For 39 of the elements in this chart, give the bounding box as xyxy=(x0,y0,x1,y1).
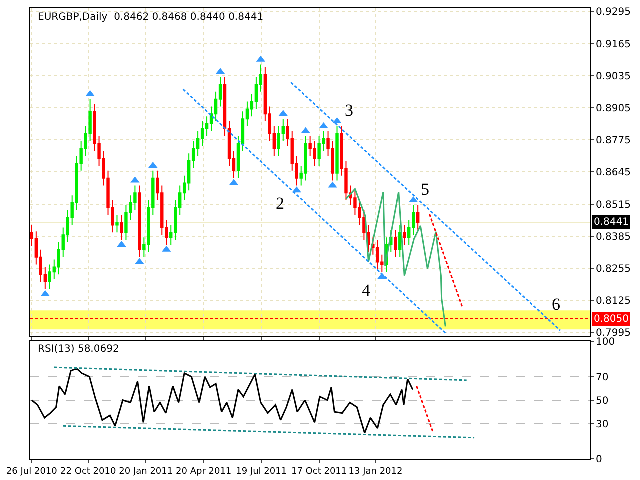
y-tick-label: 0.8905 xyxy=(596,103,631,114)
y-tick-label: 0.8125 xyxy=(596,296,631,308)
annotation: 3 xyxy=(345,101,354,120)
y-tick-label: 0.8385 xyxy=(596,232,631,243)
y-tick-label: 0.8645 xyxy=(596,168,631,179)
y-tick-label: 0.9295 xyxy=(596,7,631,18)
annotation: 4 xyxy=(362,281,371,300)
ref-line-label: 0.8050 xyxy=(594,314,629,325)
candlestick xyxy=(120,214,124,241)
y-tick-label: 0.8515 xyxy=(596,200,631,211)
y-tick-label: 70 xyxy=(596,372,609,384)
annotation: 2 xyxy=(276,194,284,213)
candlestick xyxy=(398,224,402,258)
y-tick-label: 50 xyxy=(596,396,609,407)
candlestick xyxy=(403,224,406,246)
y-tick-label: 0.8775 xyxy=(596,136,631,147)
candlestick xyxy=(116,214,119,234)
y-tick-label: 0.9035 xyxy=(596,71,631,82)
annotation: 5 xyxy=(421,180,430,199)
x-tick-label: 26 Jul 2010 xyxy=(6,466,58,477)
y-tick-label: 0.8255 xyxy=(596,264,631,275)
annotation: 6 xyxy=(552,295,560,314)
x-tick-label: 13 Jan 2012 xyxy=(348,466,403,477)
y-tick-label: 0.9165 xyxy=(596,39,631,50)
y-tick-label: 0 xyxy=(596,454,602,466)
candlestick xyxy=(336,126,339,182)
x-tick-label: 20 Jan 2011 xyxy=(119,466,174,477)
x-tick-label: 19 Jul 2011 xyxy=(236,466,288,477)
candlestick xyxy=(394,230,398,258)
candlestick xyxy=(416,204,420,230)
y-tick-label: 30 xyxy=(596,419,609,430)
ref-line-label: 0.8441 xyxy=(594,217,629,228)
y-tick-label: 100 xyxy=(596,337,616,348)
candlestick xyxy=(138,185,142,258)
chart-title: EURGBP,Daily 0.8462 0.8468 0.8440 0.8441 xyxy=(38,12,264,23)
x-tick-label: 22 Oct 2010 xyxy=(60,466,116,477)
x-tick-label: 20 Apr 2011 xyxy=(176,466,232,477)
x-tick-label: 17 Oct 2011 xyxy=(291,466,348,477)
chart-title: RSI(13) 58.0692 xyxy=(38,344,120,355)
